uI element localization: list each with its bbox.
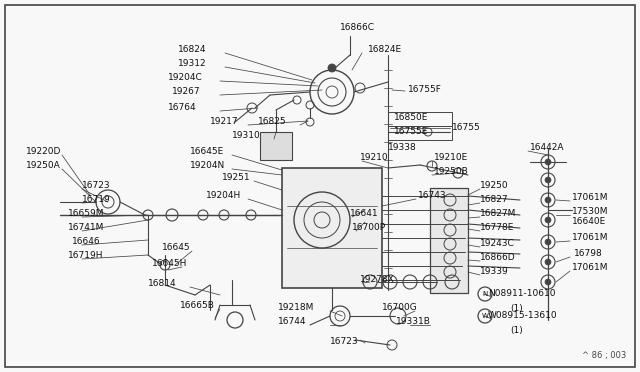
Text: 16755E: 16755E xyxy=(394,128,428,137)
Circle shape xyxy=(545,217,551,223)
Text: 19338: 19338 xyxy=(388,144,417,153)
Bar xyxy=(282,168,382,288)
Text: W: W xyxy=(481,313,488,319)
Text: 16824: 16824 xyxy=(178,45,207,55)
Bar xyxy=(388,126,452,140)
Text: 16645H: 16645H xyxy=(152,260,188,269)
Circle shape xyxy=(328,64,336,72)
Text: 19204N: 19204N xyxy=(190,161,225,170)
Text: 19251: 19251 xyxy=(222,173,251,183)
Text: 16778E: 16778E xyxy=(480,224,515,232)
Circle shape xyxy=(545,259,551,265)
Text: 19331B: 19331B xyxy=(396,317,431,327)
Text: 16798: 16798 xyxy=(574,250,603,259)
Text: 16814: 16814 xyxy=(148,279,177,289)
Text: 19267: 19267 xyxy=(172,87,200,96)
Text: 17061M: 17061M xyxy=(572,193,609,202)
Text: (1): (1) xyxy=(510,304,523,312)
Bar xyxy=(260,132,292,160)
Text: 19204H: 19204H xyxy=(206,192,241,201)
Text: 19217: 19217 xyxy=(210,118,239,126)
Text: (1): (1) xyxy=(510,326,523,334)
Text: 16641: 16641 xyxy=(350,209,379,218)
Text: 16659M: 16659M xyxy=(68,209,104,218)
Text: 16719H: 16719H xyxy=(68,251,104,260)
Text: 16665B: 16665B xyxy=(180,301,215,311)
Text: 16719: 16719 xyxy=(82,196,111,205)
Text: 16442A: 16442A xyxy=(530,144,564,153)
Text: 16723: 16723 xyxy=(82,182,111,190)
Text: N: N xyxy=(483,291,488,297)
Text: 16755: 16755 xyxy=(452,124,481,132)
Text: 17061M: 17061M xyxy=(572,234,609,243)
Text: 19250A: 19250A xyxy=(26,161,61,170)
Text: 16700P: 16700P xyxy=(352,224,386,232)
Text: W08915-13610: W08915-13610 xyxy=(488,311,557,321)
Text: 19218M: 19218M xyxy=(278,304,314,312)
Text: 19220D: 19220D xyxy=(26,148,61,157)
Text: 19204C: 19204C xyxy=(168,74,203,83)
Text: 16764: 16764 xyxy=(168,103,196,112)
Text: 17061M: 17061M xyxy=(572,263,609,273)
Circle shape xyxy=(545,239,551,245)
Text: 16827: 16827 xyxy=(480,196,509,205)
Text: 19210: 19210 xyxy=(360,154,388,163)
Text: 19250B: 19250B xyxy=(434,167,468,176)
Text: 16645E: 16645E xyxy=(190,148,224,157)
Text: 16723: 16723 xyxy=(330,337,358,346)
Text: 19243C: 19243C xyxy=(480,240,515,248)
Text: 19339: 19339 xyxy=(480,267,509,276)
Text: 16700G: 16700G xyxy=(382,304,418,312)
Text: 17530M: 17530M xyxy=(572,208,609,217)
Circle shape xyxy=(545,279,551,285)
Text: 16743: 16743 xyxy=(418,192,447,201)
Text: N08911-10610: N08911-10610 xyxy=(488,289,556,298)
Text: 16640E: 16640E xyxy=(572,218,606,227)
Circle shape xyxy=(545,197,551,203)
Text: 16824E: 16824E xyxy=(368,45,402,55)
Bar xyxy=(388,112,452,126)
Text: 19278X: 19278X xyxy=(360,276,395,285)
Text: ^ 86 ; 003: ^ 86 ; 003 xyxy=(582,351,626,360)
Text: 16744: 16744 xyxy=(278,317,307,327)
Text: 19312: 19312 xyxy=(178,60,207,68)
Circle shape xyxy=(545,159,551,165)
Text: 16741M: 16741M xyxy=(68,224,104,232)
Text: 16866D: 16866D xyxy=(480,253,516,263)
Text: 19310: 19310 xyxy=(232,131,260,141)
Text: 16866C: 16866C xyxy=(340,23,375,32)
Text: 16825: 16825 xyxy=(258,118,287,126)
Text: 16827M: 16827M xyxy=(480,209,516,218)
Text: 19210E: 19210E xyxy=(434,154,468,163)
Circle shape xyxy=(545,177,551,183)
Text: 16755F: 16755F xyxy=(408,86,442,94)
Text: 16645: 16645 xyxy=(162,244,191,253)
Text: 16646: 16646 xyxy=(72,237,100,247)
Text: 19250: 19250 xyxy=(480,182,509,190)
Bar xyxy=(430,188,468,293)
Text: 16850E: 16850E xyxy=(394,113,428,122)
